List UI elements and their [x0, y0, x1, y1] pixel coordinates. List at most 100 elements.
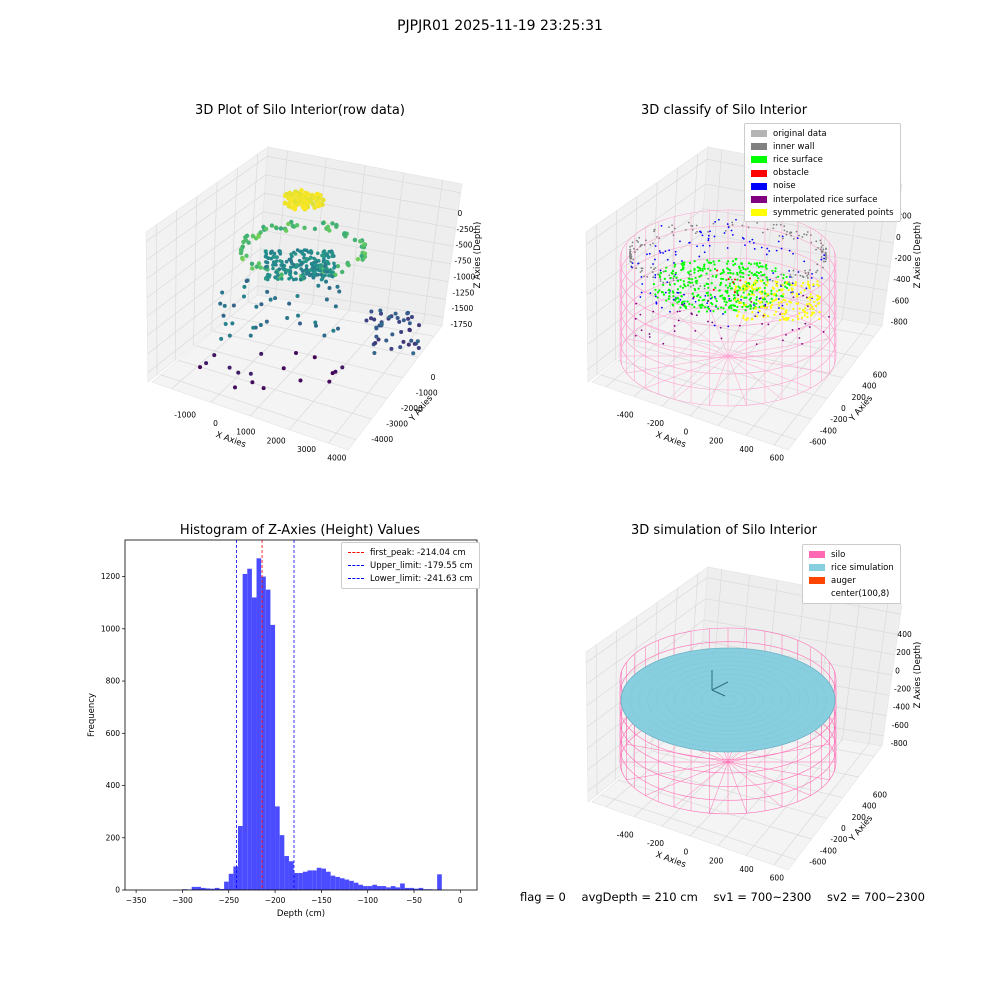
symmetric-point: [767, 302, 770, 305]
y-tick-label: 400: [106, 781, 121, 790]
data-point: [264, 276, 268, 281]
rice-surface-point: [691, 303, 694, 306]
noise-point: [741, 236, 744, 239]
inner-wall-point: [820, 246, 823, 249]
noise-point: [753, 304, 755, 306]
rice-surface-point: [759, 265, 763, 268]
x-tick-label: −50: [406, 896, 422, 905]
silo-line: [626, 743, 729, 763]
inner-wall-point: [630, 255, 633, 258]
inner-wall-point: [668, 274, 671, 277]
rice-surface-point: [674, 271, 678, 275]
x-tick-label: 600: [770, 874, 785, 883]
data-point: [312, 196, 317, 201]
legend-entry: original data: [751, 127, 894, 140]
data-point: [268, 297, 273, 302]
data-point: [231, 303, 236, 308]
data-point: [327, 273, 331, 278]
x-tick-label: 0: [213, 419, 218, 428]
data-point: [265, 289, 270, 294]
rice-simulation-mesh: [683, 678, 773, 722]
data-point: [304, 267, 309, 271]
symmetric-point: [746, 293, 749, 296]
rice-surface-point: [681, 286, 685, 289]
noise-point: [666, 258, 669, 261]
noise-point: [752, 241, 755, 244]
symmetric-point: [781, 284, 784, 287]
rice-surface-point: [721, 277, 725, 281]
interpolated-point: [634, 334, 637, 337]
data-point: [373, 340, 378, 345]
silo-line: [727, 312, 783, 357]
noise-point: [709, 230, 711, 233]
symmetric-point: [760, 292, 763, 295]
data-point: [293, 351, 298, 356]
rice-surface-point: [715, 299, 718, 303]
histogram-bar: [372, 884, 377, 890]
symmetric-point: [773, 313, 776, 316]
data-point: [406, 316, 411, 321]
simulation: [619, 627, 837, 815]
data-point: [204, 361, 209, 366]
symmetric-point: [755, 287, 758, 290]
silo-line: [673, 355, 729, 400]
rice-simulation-mesh: [647, 660, 809, 740]
symmetric-point: [816, 280, 819, 283]
rice-surface-point: [683, 283, 686, 286]
z-tick-label: -250: [457, 225, 474, 234]
z-tick-label: -750: [455, 257, 472, 266]
symmetric-point: [774, 280, 777, 283]
histogram-bar: [335, 876, 340, 890]
rice-surface-point: [763, 286, 766, 290]
rice-surface-point: [710, 301, 713, 305]
grid-line-x: [211, 182, 218, 332]
rice-surface-point: [782, 273, 785, 276]
z-tick-label: 0: [458, 209, 463, 218]
inner-wall-point: [815, 248, 817, 251]
y-tick-label: 1200: [101, 572, 120, 581]
data-point: [302, 205, 308, 211]
rice-surface-point: [689, 269, 692, 273]
inner-wall-point: [662, 281, 665, 284]
rice-surface-point: [687, 271, 690, 274]
noise-point: [788, 269, 791, 272]
rice-surface-point: [770, 289, 773, 292]
data-point: [278, 226, 284, 231]
inner-wall-point: [788, 281, 791, 284]
histogram-bar: [376, 886, 382, 890]
rice-surface-point: [755, 302, 758, 305]
symmetric-point: [746, 283, 750, 286]
rice-surface-point: [730, 306, 733, 310]
histogram-bar: [284, 856, 289, 890]
rice-surface-point: [752, 273, 755, 277]
symmetric-point: [808, 302, 811, 305]
data-point: [256, 261, 262, 266]
symmetric-point: [775, 290, 779, 293]
inner-wall-point: [653, 230, 655, 233]
x-tick-label: 200: [709, 856, 724, 865]
data-point: [334, 222, 339, 228]
rice-surface-point: [781, 295, 784, 298]
histogram-bar: [200, 887, 206, 890]
interpolated-point: [808, 326, 811, 328]
data-point: [310, 263, 315, 267]
inner-wall-point: [659, 280, 662, 282]
inner-wall-point: [631, 241, 634, 244]
rice-surface-point: [733, 294, 736, 297]
noise-point: [655, 302, 658, 305]
symmetric-point: [765, 306, 769, 309]
rice-surface-point: [749, 289, 752, 293]
rice-surface-point: [719, 295, 722, 298]
silo-line: [709, 355, 729, 406]
noise-point: [789, 276, 791, 278]
panel-title-classify: 3D classify of Silo Interior: [640, 103, 808, 118]
noise-point: [659, 269, 662, 272]
symmetric-point: [782, 293, 785, 296]
symmetric-point: [811, 305, 814, 308]
interpolated-point: [761, 323, 764, 325]
x-tick-label: 2000: [267, 436, 286, 445]
histogram-bar: [270, 624, 276, 890]
histogram-bar: [238, 826, 243, 890]
inner-wall-point: [629, 260, 632, 263]
legend-entry: first_peak: -214.04 cm: [348, 546, 473, 559]
